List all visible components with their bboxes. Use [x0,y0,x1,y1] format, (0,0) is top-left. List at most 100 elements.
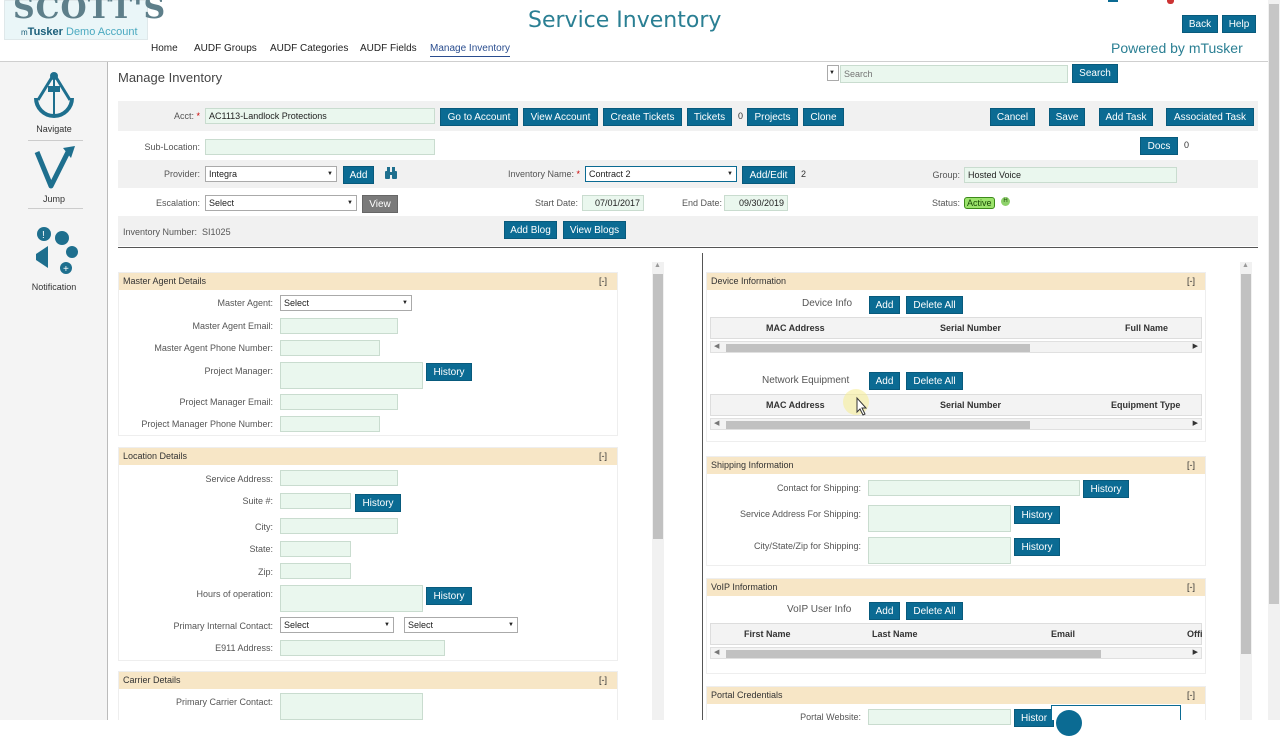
inventory-name-dropdown[interactable]: Contract 2 [585,166,737,182]
network-col-serial[interactable]: Serial Number [940,400,1002,410]
shipping-city-field[interactable] [868,537,1011,564]
network-grid-scrollbar[interactable]: ◀ ▶ [710,418,1202,430]
logo[interactable]: SCOTT'S mTusker Demo Account [4,0,165,40]
history-icon[interactable]: H [1001,197,1010,206]
left-panel-scrollbar[interactable]: ▲ [652,262,664,720]
start-date-field[interactable]: 07/01/2017 [582,195,644,211]
shipping-contact-field[interactable] [868,480,1080,496]
nav-audf-categories[interactable]: AUDF Categories [270,43,349,54]
walkthrough-tab[interactable] [1051,705,1181,736]
binoculars-icon[interactable] [384,166,398,180]
device-grid-scrollbar[interactable]: ◀ ▶ [710,341,1202,353]
voip-grid-scrollbar[interactable]: ◀ ▶ [710,647,1202,659]
help-button[interactable]: Help [1222,15,1256,33]
search-scope-dropdown[interactable] [827,65,839,81]
device-add-button[interactable]: Add [869,296,900,314]
right-panel-scrollbar[interactable]: ▲ [1240,262,1252,720]
device-header[interactable]: Device Information [-] [707,273,1205,290]
add-task-button[interactable]: Add Task [1099,108,1153,126]
cancel-button[interactable]: Cancel [990,108,1035,126]
view-blogs-button[interactable]: View Blogs [563,221,626,239]
network-col-equipment-type[interactable]: Equipment Type [1111,400,1181,410]
hours-history-button[interactable]: History [426,587,472,605]
suite-history-button[interactable]: History [355,494,401,512]
project-manager-email-field[interactable] [280,394,398,410]
master-agent-email-field[interactable] [280,318,398,334]
nav-home[interactable]: Home [151,43,178,54]
create-tickets-button[interactable]: Create Tickets [603,108,682,126]
hours-field[interactable] [280,585,423,612]
end-date-field[interactable]: 09/30/2019 [724,195,788,211]
carrier-header[interactable]: Carrier Details [-] [119,672,617,689]
acct-label: Acct: * [173,111,200,121]
shipping-address-history-button[interactable]: History [1014,506,1060,524]
shipping-address-field[interactable] [868,505,1011,532]
city-field[interactable] [280,518,398,534]
state-field[interactable] [280,541,351,557]
search-button[interactable]: Search [1072,64,1118,83]
page-scrollbar[interactable] [1268,0,1280,720]
go-to-account-button[interactable]: Go to Account [440,108,518,126]
project-manager-phone-field[interactable] [280,416,380,432]
primary-carrier-field[interactable] [280,693,423,720]
nav-manage-inventory[interactable]: Manage Inventory [430,43,511,57]
search-input[interactable] [840,65,1068,83]
sub-location-field[interactable] [205,139,435,155]
voip-col-office[interactable]: Offi [1187,629,1203,639]
acct-field[interactable]: AC1113-Landlock Protections [205,108,435,124]
shipping-header[interactable]: Shipping Information [-] [707,457,1205,474]
provider-dropdown[interactable]: Integra [205,166,337,182]
voip-delete-all-button[interactable]: Delete All [906,602,963,620]
device-delete-all-button[interactable]: Delete All [906,296,963,314]
docs-button[interactable]: Docs [1140,137,1178,155]
associated-task-button[interactable]: Associated Task [1166,108,1254,126]
location-header[interactable]: Location Details [-] [119,448,617,465]
view-escalation-button[interactable]: View [362,195,398,213]
network-add-button[interactable]: Add [869,372,900,390]
suite-field[interactable] [280,493,351,509]
escalation-dropdown[interactable]: Select [205,195,357,211]
view-account-button[interactable]: View Account [523,108,598,126]
voip-col-last-name[interactable]: Last Name [872,629,918,639]
save-button[interactable]: Save [1049,108,1085,126]
nav-audf-groups[interactable]: AUDF Groups [194,43,257,54]
clone-button[interactable]: Clone [803,108,844,126]
device-col-mac[interactable]: MAC Address [766,323,825,333]
shipping-contact-history-button[interactable]: History [1083,480,1129,498]
master-agent-phone-field[interactable] [280,340,380,356]
nav-audf-fields[interactable]: AUDF Fields [360,43,417,54]
voip-col-email[interactable]: Email [1051,629,1076,639]
device-col-serial[interactable]: Serial Number [940,323,1002,333]
voip-col-first-name[interactable]: First Name [744,629,791,639]
project-manager-field[interactable] [280,362,423,389]
master-agent-dropdown[interactable]: Select [280,295,412,311]
sidebar-item-notification[interactable]: ! + Notification [0,224,108,292]
e911-field[interactable] [280,640,445,656]
add-edit-button[interactable]: Add/Edit [742,166,795,184]
back-button[interactable]: Back [1182,15,1218,33]
add-provider-button[interactable]: Add [343,166,374,184]
voip-add-button[interactable]: Add [869,602,900,620]
project-manager-history-button[interactable]: History [426,363,472,381]
primary-contact-dropdown-1[interactable]: Select [280,617,394,633]
projects-button[interactable]: Projects [747,108,798,126]
sidebar-item-jump[interactable]: Jump [0,144,108,204]
zip-field[interactable] [280,563,351,579]
sidebar-item-navigate[interactable]: Navigate [0,68,108,134]
group-field[interactable]: Hosted Voice [964,167,1177,183]
network-equipment-label: Network Equipment [762,375,850,386]
service-address-field[interactable] [280,470,398,486]
network-col-mac[interactable]: MAC Address [766,400,825,410]
add-blog-button[interactable]: Add Blog [504,221,557,239]
voip-header[interactable]: VoIP Information [-] [707,579,1205,596]
master-agent-header[interactable]: Master Agent Details [-] [119,273,617,290]
project-manager-label: Project Manager: [204,366,273,376]
network-delete-all-button[interactable]: Delete All [906,372,963,390]
primary-contact-dropdown-2[interactable]: Select [404,617,518,633]
portal-history-button[interactable]: Histor [1014,709,1054,727]
portal-header[interactable]: Portal Credentials [-] [707,687,1205,704]
shipping-city-history-button[interactable]: History [1014,538,1060,556]
tickets-button[interactable]: Tickets [687,108,732,126]
device-col-fullname[interactable]: Full Name [1125,323,1169,333]
portal-website-field[interactable] [868,709,1011,725]
